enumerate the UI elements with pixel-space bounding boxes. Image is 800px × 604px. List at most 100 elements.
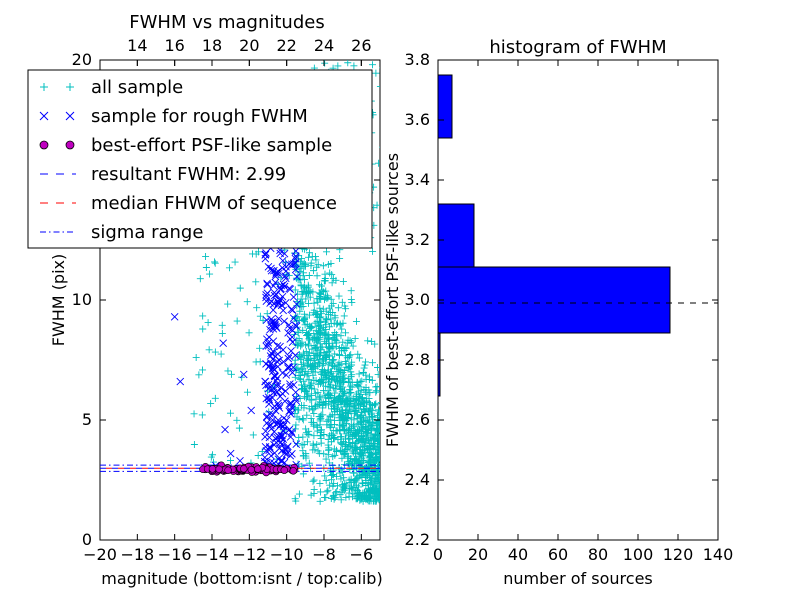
all-sample-point bbox=[298, 255, 306, 263]
all-sample-point bbox=[325, 352, 333, 360]
all-sample-point bbox=[190, 410, 198, 418]
legend-entry: sample for rough FWHM bbox=[39, 106, 308, 127]
all-sample-point bbox=[316, 304, 324, 312]
all-sample-point bbox=[345, 493, 353, 501]
all-sample-point bbox=[325, 304, 333, 312]
rough-sample-point bbox=[287, 403, 296, 411]
all-sample-point bbox=[305, 376, 313, 384]
all-sample-point bbox=[376, 494, 380, 502]
all-sample-point bbox=[350, 422, 358, 430]
all-sample-point bbox=[336, 397, 344, 405]
all-sample-point bbox=[327, 398, 335, 406]
rough-sample-point bbox=[221, 425, 229, 434]
rough-sample-point bbox=[289, 314, 298, 323]
left-xtick-label: −20 bbox=[83, 545, 117, 564]
all-sample-point bbox=[373, 387, 380, 395]
all-sample-point bbox=[336, 320, 344, 328]
right-ylabel: FWHM of best-effort PSF-like sources bbox=[383, 153, 402, 447]
all-sample-point bbox=[351, 486, 359, 494]
rough-sample-point bbox=[274, 267, 282, 276]
all-sample-point bbox=[346, 379, 354, 387]
all-sample-point bbox=[330, 491, 338, 499]
all-sample-point bbox=[371, 401, 379, 409]
rough-sample-point bbox=[278, 389, 287, 398]
right-xtick-label: 140 bbox=[703, 545, 734, 564]
all-sample-point bbox=[362, 422, 370, 430]
rough-sample-point bbox=[286, 433, 295, 441]
all-sample-point bbox=[296, 307, 304, 315]
rough-sample-point bbox=[262, 316, 271, 324]
all-sample-point bbox=[236, 284, 244, 292]
all-sample-point bbox=[352, 317, 360, 325]
all-sample-point bbox=[316, 479, 324, 487]
left-xtick-label: −6 bbox=[350, 545, 374, 564]
all-sample-point bbox=[224, 300, 232, 308]
all-sample-point bbox=[350, 478, 358, 486]
rough-sample-point bbox=[239, 370, 248, 379]
all-sample-point bbox=[218, 321, 226, 329]
all-sample-point bbox=[321, 372, 329, 380]
psf-like-point bbox=[215, 465, 223, 473]
all-sample-point bbox=[380, 472, 387, 479]
all-sample-point bbox=[299, 272, 307, 280]
rough-sample-point bbox=[291, 351, 300, 360]
rough-sample-point bbox=[236, 456, 244, 465]
all-sample-point bbox=[320, 387, 328, 395]
all-sample-point bbox=[321, 60, 329, 67]
all-sample-point bbox=[324, 361, 332, 369]
all-sample-point bbox=[304, 299, 312, 307]
all-sample-point bbox=[314, 327, 322, 335]
left-top-xtick-label: 24 bbox=[314, 36, 334, 55]
all-sample-point bbox=[238, 373, 246, 381]
rough-sample-point bbox=[170, 312, 179, 321]
all-sample-point bbox=[309, 406, 317, 414]
all-sample-point bbox=[218, 329, 226, 337]
all-sample-point bbox=[359, 394, 367, 402]
rough-sample-point bbox=[269, 282, 278, 290]
rough-sample-point bbox=[263, 280, 272, 289]
all-sample-point bbox=[316, 421, 324, 429]
psf-like-series bbox=[199, 461, 299, 477]
rough-sample-point bbox=[266, 299, 274, 307]
all-sample-point bbox=[322, 382, 330, 390]
right-ytick-label: 3.6 bbox=[405, 110, 430, 129]
all-sample-point bbox=[314, 359, 322, 367]
all-sample-point bbox=[380, 484, 387, 491]
all-sample-point bbox=[256, 312, 264, 320]
all-sample-point bbox=[307, 323, 315, 331]
all-sample-point bbox=[252, 358, 260, 366]
rough-sample-point bbox=[287, 305, 296, 314]
all-sample-point bbox=[306, 322, 314, 330]
right-ytick-label: 3.0 bbox=[405, 290, 430, 309]
rough-sample-point bbox=[277, 434, 285, 442]
all-sample-point bbox=[363, 493, 371, 501]
all-sample-point bbox=[331, 433, 339, 441]
all-sample-point bbox=[334, 62, 342, 70]
all-sample-point bbox=[253, 304, 261, 312]
left-title: FWHM vs magnitudes bbox=[129, 12, 324, 33]
all-sample-point bbox=[352, 449, 359, 457]
all-sample-point bbox=[327, 405, 335, 413]
all-sample-point bbox=[342, 493, 350, 501]
all-sample-point bbox=[375, 421, 380, 429]
all-sample-point bbox=[233, 317, 241, 325]
legend-entry: best-effort PSF-like sample bbox=[39, 135, 332, 156]
all-sample-point bbox=[335, 421, 343, 429]
all-sample-point bbox=[304, 430, 312, 438]
all-sample-point bbox=[340, 474, 348, 482]
legend-entry: sigma range bbox=[40, 222, 203, 243]
all-sample-point bbox=[372, 449, 380, 457]
all-sample-point bbox=[263, 310, 271, 318]
all-sample-point bbox=[363, 390, 371, 398]
left-ytick-label: 10 bbox=[72, 290, 92, 309]
all-sample-point bbox=[314, 298, 322, 306]
all-sample-point bbox=[202, 253, 210, 261]
all-sample-point bbox=[313, 295, 321, 303]
rough-sample-point bbox=[281, 299, 290, 307]
all-sample-point bbox=[361, 361, 369, 369]
rough-sample-point bbox=[274, 401, 283, 410]
rough-sample-point bbox=[274, 314, 283, 323]
all-sample-point bbox=[366, 436, 374, 444]
all-sample-point bbox=[300, 283, 308, 291]
all-sample-point bbox=[309, 477, 317, 485]
